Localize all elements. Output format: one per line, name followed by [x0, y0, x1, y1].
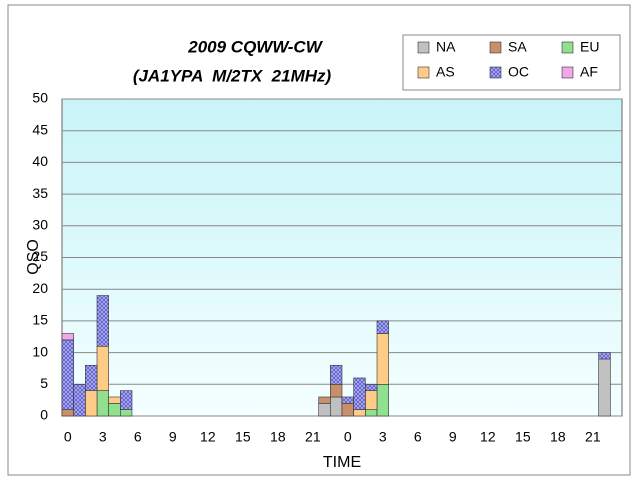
y-tick-label: 50 [32, 90, 48, 106]
y-tick-label: 15 [32, 312, 48, 328]
y-tick-label: 45 [32, 121, 48, 137]
legend-swatch [417, 41, 430, 54]
bar-segment [365, 409, 378, 417]
y-tick-label: 25 [32, 248, 48, 264]
x-tick-label: 6 [414, 429, 422, 445]
y-tick-label: 35 [32, 185, 48, 201]
x-tick-label: 9 [169, 429, 177, 445]
bar-segment [120, 390, 133, 410]
legend-swatch [561, 41, 574, 54]
x-tick-label: 15 [515, 429, 531, 445]
bar-segment [376, 383, 389, 417]
y-axis-label: QSO [25, 239, 42, 275]
x-tick-label: 21 [305, 429, 321, 445]
y-tick-label: 10 [32, 343, 48, 359]
bar-segment [108, 396, 121, 404]
x-tick-label: 0 [64, 429, 72, 445]
legend-label: SA [508, 39, 527, 55]
legend-label: EU [580, 39, 599, 55]
bar-segment [330, 364, 343, 385]
bar-segment [330, 396, 343, 417]
x-tick-label: 18 [270, 429, 286, 445]
x-tick-label: 18 [550, 429, 566, 445]
y-tick-label: 5 [40, 375, 48, 391]
x-tick-label: 6 [134, 429, 142, 445]
bar-segment [376, 320, 389, 334]
legend [402, 34, 621, 91]
y-tick-label: 20 [32, 280, 48, 296]
legend-swatch [417, 66, 430, 79]
legend-label: OC [508, 64, 529, 80]
bar-segment [85, 390, 98, 417]
bar-segment [73, 383, 86, 417]
legend-swatch [489, 66, 502, 79]
bar-segment [353, 409, 366, 417]
bar-segment [61, 409, 74, 417]
bar-segment [120, 409, 133, 417]
x-tick-label: 9 [449, 429, 457, 445]
bar-segment [61, 333, 74, 341]
legend-label: AF [580, 64, 598, 80]
bar-segment [365, 390, 378, 410]
bar-segment [96, 390, 109, 417]
bar-segment [318, 396, 331, 404]
bar-segment [365, 383, 378, 391]
bar-segment [108, 403, 121, 417]
legend-label: AS [436, 64, 455, 80]
bar-segment [598, 352, 611, 360]
bar-segment [85, 364, 98, 391]
bar-segment [61, 339, 74, 410]
y-tick-label: 30 [32, 217, 48, 233]
legend-swatch [489, 41, 502, 54]
x-tick-label: 3 [379, 429, 387, 445]
bar-segment [598, 358, 611, 417]
x-axis-label: TIME [323, 454, 361, 471]
bar-segment [341, 396, 354, 404]
bar-segment [96, 295, 109, 347]
x-tick-label: 3 [99, 429, 107, 445]
x-tick-label: 21 [585, 429, 601, 445]
y-tick-label: 40 [32, 153, 48, 169]
bar-segment [376, 333, 389, 385]
legend-swatch [561, 66, 574, 79]
bar-segment [353, 377, 366, 410]
bar-segment [330, 383, 343, 398]
x-tick-label: 0 [344, 429, 352, 445]
chart-title: 2009 CQWW-CW [187, 37, 323, 56]
bar-segment [96, 345, 109, 391]
bar-segment [318, 403, 331, 417]
chart-subtitle: (JA1YPA M/2TX 21MHz) [133, 66, 332, 85]
y-tick-label: 0 [40, 407, 48, 423]
bar-segment [341, 403, 354, 417]
x-tick-label: 12 [200, 429, 216, 445]
x-tick-label: 12 [480, 429, 496, 445]
x-tick-label: 15 [235, 429, 251, 445]
legend-label: NA [436, 39, 456, 55]
